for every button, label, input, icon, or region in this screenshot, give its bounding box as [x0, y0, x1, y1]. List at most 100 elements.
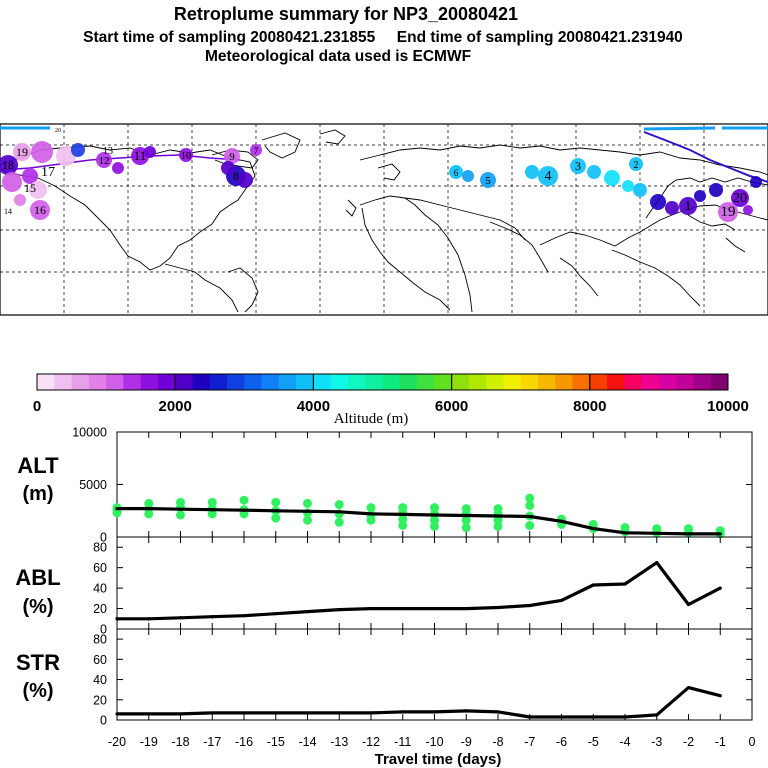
- colorbar-cell: [261, 374, 280, 390]
- colorbar-cell: [503, 374, 521, 390]
- series-point: [464, 606, 468, 611]
- altitude-point: [461, 523, 471, 533]
- panel-label: ABL: [15, 565, 60, 590]
- colorbar-cell: [676, 374, 694, 390]
- x-tick-label: -10: [425, 735, 443, 749]
- series-point: [432, 606, 437, 611]
- x-tick-label: -14: [298, 735, 316, 749]
- series-point: [686, 602, 691, 607]
- colorbar-tick-label: 10000: [707, 398, 749, 415]
- y-tick-label: 40: [93, 673, 107, 687]
- x-tick-label: -8: [492, 735, 503, 749]
- series-point: [242, 711, 246, 715]
- series-point: [305, 610, 310, 614]
- series-point: [528, 715, 532, 719]
- series-point: [147, 617, 151, 621]
- series-point: [115, 712, 119, 716]
- series-line: [117, 685, 721, 719]
- plume-day-label: 11: [134, 148, 147, 163]
- plume-day-label: 3: [575, 159, 581, 173]
- figure-title: Retroplume summary for NP3_20080421: [174, 4, 518, 24]
- sampling-times: Start time of sampling 20080421.231855 E…: [83, 29, 683, 46]
- series-line: [117, 507, 721, 536]
- series-line: [117, 560, 722, 621]
- colorbar-cell: [313, 374, 331, 390]
- x-tick-label: -4: [619, 735, 630, 749]
- plume-day-label: 6: [454, 168, 459, 178]
- colorbar-cell: [468, 374, 487, 390]
- plume-day-label: 13: [103, 146, 113, 157]
- travel-time-axis: Travel time (days) -20 -19 -18 -17 -16 -15 -14…: [108, 735, 756, 768]
- series-point: [147, 712, 151, 716]
- panel-abl: ABL (%) 80 60 40 20 0: [15, 536, 753, 637]
- x-tick-label: -1: [715, 735, 726, 749]
- plume-day-label: 18: [2, 158, 14, 172]
- colorbar-tick-label: 2000: [159, 398, 192, 415]
- altitude-point: [303, 498, 312, 508]
- x-tick-label: -19: [140, 735, 158, 749]
- altitude-point: [461, 515, 471, 525]
- plume-day-label: 12: [99, 155, 110, 167]
- altitude-point: [461, 504, 471, 514]
- series-point: [274, 711, 278, 715]
- plume-trajectory: [0, 126, 768, 222]
- series-point: [210, 711, 214, 715]
- x-tick-label: -15: [267, 735, 285, 749]
- colorbar-cell: [278, 374, 297, 390]
- plume-day-label: 16: [34, 203, 46, 217]
- colorbar-cell: [123, 374, 141, 390]
- altitude-point: [493, 522, 503, 531]
- series-point: [115, 617, 119, 621]
- plume-day-label: 1: [685, 198, 692, 213]
- altitude-point: [366, 503, 376, 513]
- series-point: [591, 583, 595, 587]
- altitude-point: [303, 515, 312, 525]
- series-point: [305, 711, 310, 715]
- series-point: [178, 616, 183, 620]
- colorbar-cell: [106, 374, 124, 390]
- x-tick-label: -7: [524, 735, 535, 749]
- series-point: [369, 606, 373, 611]
- colorbar-tick-label: 8000: [573, 398, 606, 415]
- series-point: [623, 531, 627, 535]
- colorbar-cell: [417, 374, 435, 390]
- colorbar-cell: [192, 374, 211, 390]
- series-point: [337, 711, 341, 715]
- plume-day-label: 19: [721, 204, 736, 220]
- panel-alt: ALT (m) 10000 5000 0: [17, 426, 753, 545]
- colorbar-cell: [382, 374, 401, 390]
- series-point: [464, 513, 468, 518]
- plume-day-label: 20: [55, 128, 61, 134]
- plume-day-label: 10: [181, 151, 191, 162]
- series-point: [623, 582, 627, 586]
- altitude-point: [430, 515, 439, 525]
- panel-unit-label: (%): [22, 596, 53, 618]
- altitude-point: [398, 503, 408, 513]
- plume-day-label: 7: [254, 146, 259, 156]
- plume-day-label: 2: [634, 160, 639, 171]
- series-point: [401, 710, 405, 714]
- series-point: [655, 531, 659, 535]
- series-point: [528, 514, 532, 519]
- x-tick-label: -2: [683, 735, 694, 749]
- y-tick-label: 20: [93, 602, 107, 616]
- colorbar-cell: [175, 374, 193, 390]
- x-tick-label: -9: [461, 735, 472, 749]
- colorbar-tick-label: 0: [33, 398, 41, 415]
- altitude-point: [334, 499, 344, 509]
- series-point: [401, 606, 405, 611]
- y-tick-label: 0: [100, 531, 107, 545]
- series-point: [242, 614, 246, 618]
- altitude-point: [207, 497, 217, 507]
- altitude-point: [271, 513, 281, 523]
- panel-frame: [116, 628, 753, 721]
- colorbar-cell: [434, 374, 452, 390]
- x-tick-label: -11: [394, 735, 411, 749]
- plume-day-label: 17: [41, 165, 55, 180]
- series-point: [718, 694, 722, 698]
- colorbar-tick-label: 4000: [297, 398, 330, 415]
- series-point: [369, 512, 373, 516]
- altitude-point: [398, 520, 408, 530]
- altitude-point: [652, 524, 662, 534]
- series-point: [210, 615, 214, 619]
